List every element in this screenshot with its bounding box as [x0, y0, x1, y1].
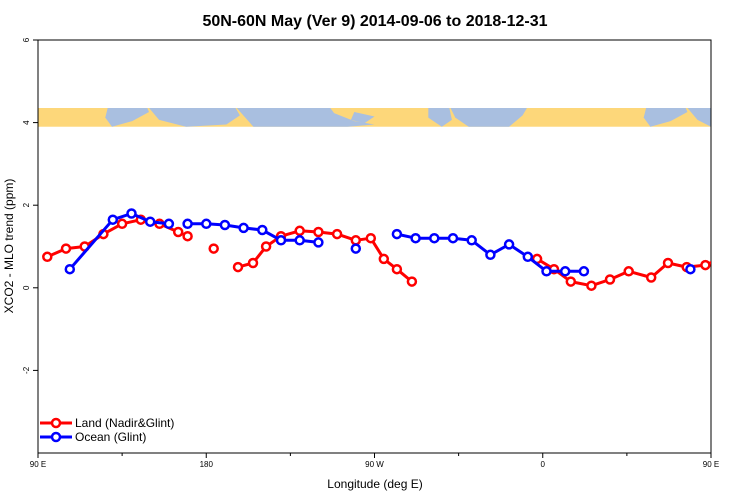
land-data-point [623, 266, 634, 277]
ocean-data-point [275, 235, 287, 246]
y-axis-label: XCO2 - MLO trend (ppm) [2, 179, 16, 314]
y-tick-label: 4 [22, 120, 31, 125]
legend-label-land: Land (Nadir&Glint) [75, 416, 174, 430]
ocean-data-point [485, 249, 496, 261]
ocean-data-point [294, 235, 305, 246]
land-data-point [406, 276, 418, 287]
ocean-data-point [313, 237, 324, 248]
ocean-data-point [182, 218, 193, 230]
legend-label-ocean: Ocean (Glint) [75, 430, 146, 444]
land-data-point [172, 226, 184, 238]
legend-marker-ocean [50, 431, 62, 443]
ocean-data-point [126, 208, 137, 219]
x-axis-label: Longitude (deg E) [327, 477, 422, 491]
ocean-data-point [541, 266, 552, 277]
ocean-data-point [219, 219, 231, 231]
axes-layer: 90 E 180 90 W 0 90 E -2 0 2 4 6 [22, 37, 719, 469]
ocean-data-point [578, 266, 590, 277]
x-tick-label: 90 W [365, 460, 384, 469]
land-data-point [365, 232, 377, 244]
y-tick-label: 2 [22, 202, 31, 207]
land-data-point [331, 228, 343, 240]
land-data-point [604, 274, 616, 285]
land-data-point [232, 261, 244, 273]
ocean-data-point [238, 222, 249, 234]
ocean-data-point [144, 216, 156, 227]
land-data-point [313, 226, 324, 238]
land-series-line [536, 257, 711, 288]
legend-marker-land [50, 417, 62, 429]
land-data-point [391, 263, 403, 275]
land-data-point [42, 251, 53, 263]
land-data-point [60, 243, 72, 254]
land-data-point [662, 257, 674, 269]
x-tick-label: 0 [541, 460, 546, 469]
series-layer [42, 208, 747, 291]
ocean-data-point [429, 232, 440, 244]
ocean-data-point [685, 263, 696, 275]
land-data-point [700, 259, 711, 271]
ocean-data-point [163, 218, 175, 230]
ocean-data-point [466, 235, 477, 246]
land-data-point [586, 280, 597, 291]
ocean-data-point [107, 214, 119, 225]
y-tick-label: -2 [22, 366, 31, 374]
land-data-point [260, 241, 272, 252]
legend: Land (Nadir&Glint) Ocean (Glint) [40, 416, 174, 444]
land-data-point [294, 225, 305, 237]
land-data-point [247, 257, 259, 269]
land-data-point [182, 230, 193, 242]
chart-title: 50N-60N May (Ver 9) 2014-09-06 to 2018-1… [202, 13, 547, 30]
land-data-point [378, 253, 390, 265]
land-data-point [208, 243, 219, 254]
ocean-data-point [503, 239, 515, 250]
world-map-band [38, 108, 711, 127]
y-tick-label: 0 [22, 285, 31, 290]
y-tick-label: 6 [22, 37, 31, 42]
ocean-data-point [257, 224, 268, 236]
ocean-data-point [201, 218, 212, 230]
ocean-data-point [350, 243, 362, 254]
x-tick-label: 180 [200, 460, 214, 469]
land-data-point [116, 218, 128, 230]
x-tick-label: 90 E [30, 460, 46, 469]
land-data-point [720, 253, 728, 261]
ocean-data-point [64, 263, 76, 275]
ocean-data-point [391, 228, 403, 240]
land-data-point [565, 276, 577, 287]
ocean-data-point [522, 251, 534, 263]
land-data-point [645, 272, 657, 283]
land-data-point [739, 245, 747, 253]
land-data-point [350, 235, 362, 246]
ocean-data-point [559, 266, 571, 277]
ocean-data-point [447, 232, 459, 244]
ocean-data-point [410, 232, 421, 244]
x-tick-label: 90 E [703, 460, 719, 469]
